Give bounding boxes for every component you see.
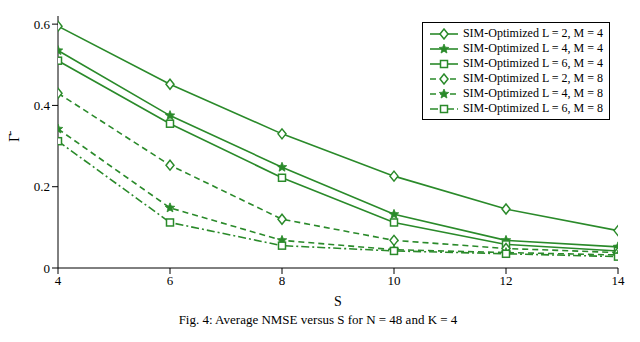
- svg-text:0.2: 0.2: [34, 179, 50, 194]
- svg-text:4: 4: [55, 273, 62, 288]
- html-text:SIM-Optimized L = 6, M = 8: SIM-Optimized L = 6, M = 8: [462, 101, 603, 115]
- svg-text:12: 12: [500, 273, 513, 288]
- svg-text:6: 6: [167, 273, 174, 288]
- html-text:SIM-Optimized L = 4, M = 4: SIM-Optimized L = 4, M = 4: [462, 41, 603, 55]
- html-text:SIM-Optimized L = 2, M = 4: SIM-Optimized L = 2, M = 4: [462, 26, 603, 40]
- svg-text:0: 0: [44, 261, 51, 276]
- svg-text:0.6: 0.6: [34, 17, 51, 32]
- svg-text:14: 14: [612, 273, 626, 288]
- svg-text:0.4: 0.4: [34, 98, 51, 113]
- svg-text:10: 10: [388, 273, 401, 288]
- svg-text:S: S: [334, 294, 342, 308]
- html-text:SIM-Optimized L = 2, M = 8: SIM-Optimized L = 2, M = 8: [462, 71, 603, 85]
- html-text:Fig. 4: Average NMSE versus S: Fig. 4: Average NMSE versus S for N = 48…: [178, 312, 458, 327]
- svg-text:8: 8: [279, 273, 286, 288]
- html-text:SIM-Optimized L = 4, M = 8: SIM-Optimized L = 4, M = 8: [462, 86, 603, 100]
- html-text:SIM-Optimized L = 6, M = 4: SIM-Optimized L = 6, M = 4: [462, 56, 603, 70]
- svg-text:Γ̄: Γ̄: [8, 130, 22, 142]
